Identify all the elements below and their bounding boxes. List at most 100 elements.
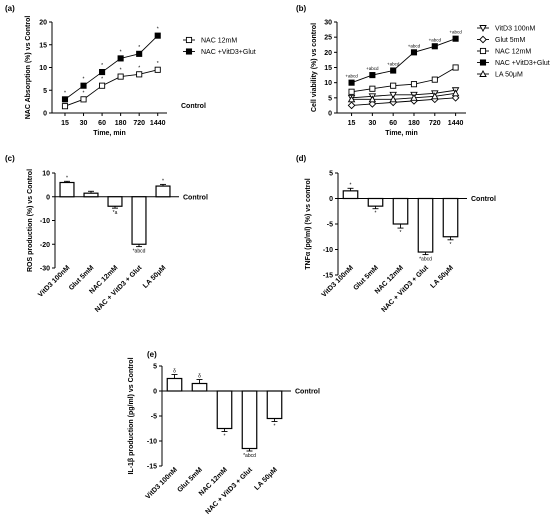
- data-point: [452, 64, 459, 71]
- panel-label: (d): [296, 154, 307, 163]
- data-point: [61, 103, 69, 110]
- data-point: [431, 76, 438, 83]
- bar-annotation: *: [400, 230, 402, 236]
- x-tick-label: 720: [429, 120, 441, 127]
- legend-label: NAC 12mM: [495, 49, 531, 56]
- point-annotation: +abcd: [408, 43, 421, 48]
- point-annotation: *: [64, 90, 66, 96]
- point-annotation: *: [101, 77, 103, 83]
- legend-label: LA 50μM: [495, 72, 523, 79]
- data-point: [369, 85, 376, 92]
- category-label: NAC + VitD3 + Glut: [380, 264, 430, 314]
- y-tick-label: 15: [39, 42, 47, 49]
- y-tick-label: 5: [153, 364, 157, 371]
- y-tick-label: 10: [39, 65, 47, 72]
- point-annotation: *: [120, 49, 122, 55]
- x-tick-label: 15: [61, 120, 69, 127]
- control-label: Control: [471, 196, 496, 203]
- y-tick-label: 0: [153, 389, 157, 396]
- y-axis-label: IL-1β production (pg/ml) vs Control: [128, 357, 135, 474]
- legend-label: NAC +VitD3+Glut: [495, 60, 550, 67]
- legend-marker: [479, 25, 487, 32]
- x-tick-label: 180: [115, 120, 127, 127]
- panel-label: (b): [296, 4, 307, 13]
- control-label: Control: [295, 389, 320, 396]
- y-tick-label: -15: [323, 273, 333, 280]
- data-point: [368, 95, 377, 103]
- x-tick-label: 30: [368, 120, 376, 127]
- category-label: LA 50μM: [430, 264, 456, 290]
- y-tick-label: 25: [324, 35, 332, 42]
- point-annotation: *: [101, 63, 103, 69]
- y-tick-label: 0: [46, 194, 50, 201]
- bar: [266, 390, 283, 420]
- x-axis-label: Time, min: [93, 130, 126, 137]
- category-label: NAC + VitD3 + Glut: [94, 264, 144, 314]
- y-tick-label: -5: [151, 414, 157, 421]
- bar: [342, 190, 359, 200]
- bar: [107, 196, 123, 207]
- bar: [155, 185, 171, 198]
- data-point: [410, 49, 418, 56]
- legend-marker: [185, 36, 193, 44]
- legend-marker: [185, 48, 193, 55]
- point-annotation: +abcd: [429, 37, 442, 42]
- bar-annotation: *: [162, 178, 164, 184]
- data-point: [61, 96, 69, 103]
- y-tick-label: 30: [324, 20, 332, 27]
- data-point: [80, 96, 87, 103]
- bar: [191, 382, 208, 392]
- category-label: LA 50μM: [254, 466, 280, 492]
- data-point: [451, 93, 460, 102]
- y-tick-label: 20: [39, 20, 47, 27]
- legend-marker: [479, 47, 487, 55]
- y-tick-label: -30: [40, 266, 50, 273]
- y-tick-label: -20: [40, 242, 50, 249]
- bar: [131, 196, 147, 245]
- legend-label: VitD3 100nM: [495, 26, 536, 33]
- y-tick-label: 10: [324, 80, 332, 87]
- point-annotation: *: [138, 65, 140, 71]
- bar: [417, 197, 434, 253]
- data-point: [389, 95, 397, 103]
- x-tick-label: 180: [408, 120, 420, 127]
- bar: [241, 390, 258, 450]
- x-tick-label: 1440: [150, 120, 166, 127]
- y-tick-label: -10: [40, 218, 50, 225]
- y-axis-label: NAC Absorption (%) vs Control: [25, 16, 32, 120]
- x-axis-label: Time, min: [385, 130, 418, 137]
- data-point: [347, 95, 356, 103]
- data-point: [451, 89, 460, 97]
- bar: [367, 197, 384, 207]
- y-tick-label: -10: [147, 439, 157, 446]
- x-tick-label: 720: [133, 120, 145, 127]
- bar-annotation: δ: [173, 369, 176, 375]
- point-annotation: *: [83, 90, 85, 96]
- category-label: VitD3 100nM: [145, 466, 179, 500]
- point-annotation: *: [83, 77, 85, 83]
- point-annotation: *: [138, 45, 140, 51]
- y-axis-label: TNFα (pg/ml) (%) vs control: [305, 178, 312, 269]
- data-point: [390, 67, 397, 74]
- bar: [216, 390, 233, 430]
- category-label: NAC + VitD3 + Glut: [204, 466, 254, 516]
- bar-annotation: *: [224, 434, 226, 440]
- panel-label: (e): [147, 350, 157, 359]
- y-tick-label: 0: [328, 111, 332, 118]
- series-line: [64, 35, 159, 100]
- bar: [442, 197, 459, 238]
- data-point: [431, 92, 439, 100]
- data-point: [117, 73, 124, 80]
- data-point: [348, 88, 355, 95]
- bar: [392, 197, 409, 225]
- series-line: [351, 92, 456, 100]
- y-tick-label: 5: [43, 88, 47, 95]
- series-line: [351, 89, 456, 99]
- y-tick-label: 5: [328, 95, 332, 102]
- data-point: [452, 35, 459, 42]
- bar-annotation: *: [66, 175, 68, 181]
- x-tick-label: 1440: [448, 120, 464, 127]
- y-axis-label: Cell viability (%) vs control: [311, 23, 318, 112]
- data-point: [99, 68, 106, 76]
